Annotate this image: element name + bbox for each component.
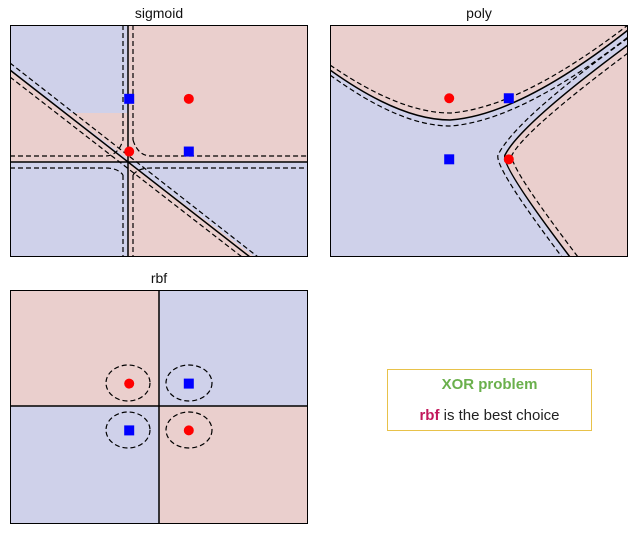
chart-title-poly: poly bbox=[466, 5, 492, 21]
note-rest: is the best choice bbox=[439, 407, 560, 424]
region-negative bbox=[10, 406, 159, 524]
margin-line bbox=[10, 62, 259, 257]
plot-frame bbox=[10, 25, 308, 257]
data-point-circle bbox=[124, 146, 135, 157]
margin-line bbox=[10, 167, 124, 176]
region-negative bbox=[10, 25, 128, 113]
decision-boundary bbox=[503, 44, 628, 257]
decision-boundary bbox=[330, 29, 628, 121]
data-point-square bbox=[183, 378, 194, 389]
note-line: rbf is the best choice bbox=[388, 407, 591, 424]
margin-line bbox=[132, 167, 308, 176]
margin-line bbox=[105, 411, 151, 449]
margin-line bbox=[330, 25, 628, 114]
data-point-circle bbox=[183, 93, 194, 104]
poly-plot bbox=[330, 25, 628, 257]
note-title: XOR problem bbox=[441, 376, 538, 393]
margin-line bbox=[165, 364, 213, 402]
note-keyword: rbf bbox=[419, 407, 440, 424]
plot-frame bbox=[330, 25, 628, 257]
decision-boundary bbox=[10, 69, 251, 257]
margin-line bbox=[10, 139, 124, 157]
chart-title-rbf: rbf bbox=[150, 270, 168, 286]
region-negative bbox=[128, 162, 308, 257]
margin-line bbox=[330, 36, 628, 127]
margin-line bbox=[165, 411, 213, 449]
margin-line bbox=[132, 139, 308, 157]
note-box: XOR problem rbf is the best choice bbox=[387, 369, 592, 431]
data-point-square bbox=[503, 93, 514, 104]
region-negative bbox=[10, 162, 128, 257]
data-point-circle bbox=[503, 154, 514, 165]
region-positive bbox=[504, 45, 628, 257]
rbf-plot bbox=[10, 290, 308, 524]
data-point-circle bbox=[444, 93, 455, 104]
data-point-circle bbox=[183, 425, 194, 436]
margin-line bbox=[105, 364, 151, 402]
margin-line bbox=[497, 37, 628, 257]
margin-line bbox=[10, 76, 243, 257]
margin-line bbox=[511, 52, 628, 257]
data-point-square bbox=[124, 425, 135, 436]
data-point-square bbox=[444, 154, 455, 165]
region-negative bbox=[159, 290, 308, 406]
data-point-square bbox=[183, 146, 194, 157]
chart-title-sigmoid: sigmoid bbox=[134, 5, 184, 21]
sigmoid-plot bbox=[10, 25, 308, 257]
region-positive bbox=[330, 25, 628, 120]
plot-frame bbox=[10, 290, 308, 524]
data-point-circle bbox=[124, 378, 135, 389]
data-point-square bbox=[124, 93, 135, 104]
